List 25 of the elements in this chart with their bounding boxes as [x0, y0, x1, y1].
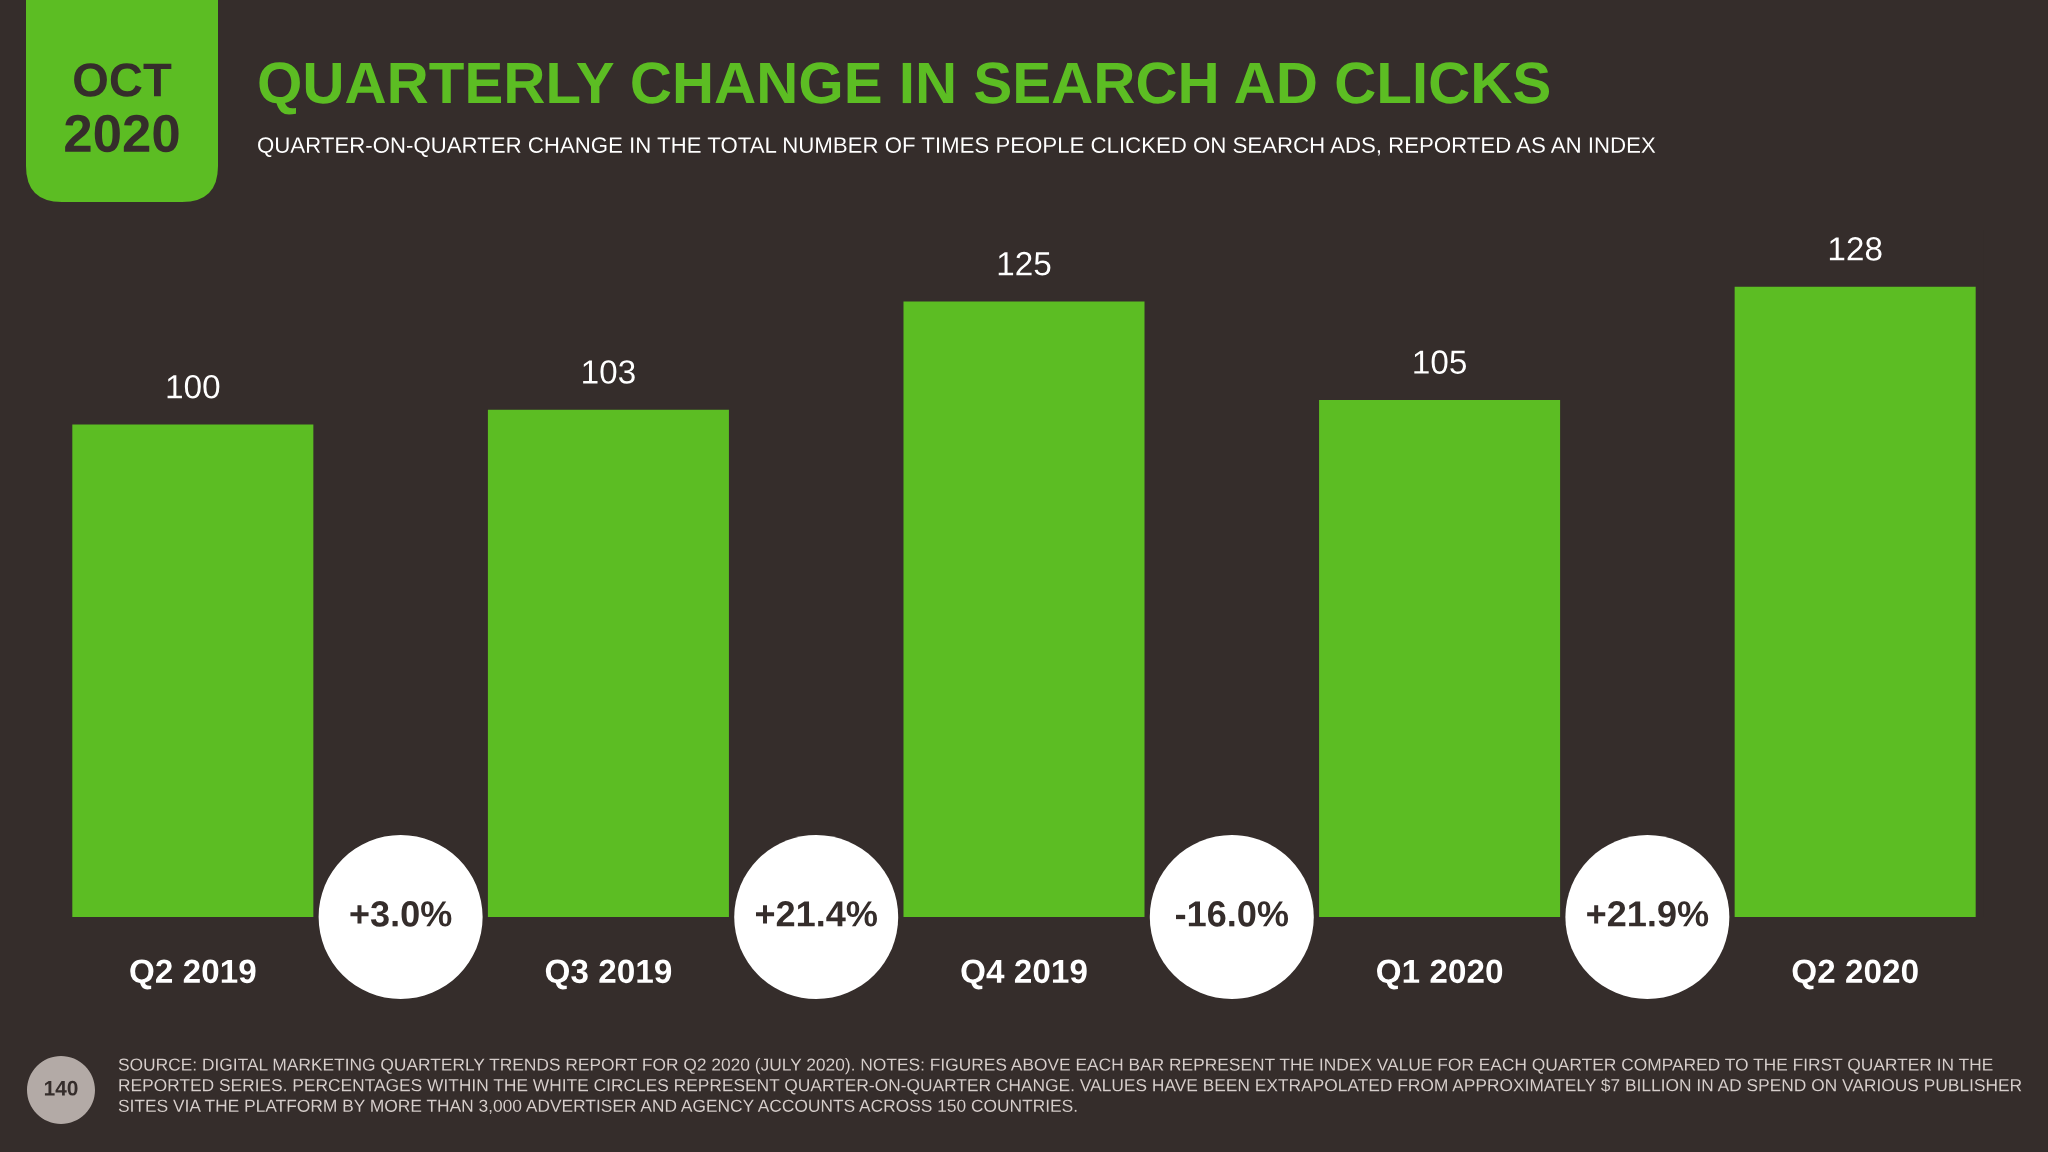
annotation: -16.0% [1176, 901, 1289, 927]
x-tick-label: Q4 2019 [961, 959, 1087, 990]
data-label: 128 [1829, 237, 1882, 261]
data-label: 103 [583, 360, 635, 384]
data-label: 100 [167, 374, 220, 399]
annotation: +21.4% [755, 901, 877, 927]
text: OCT [74, 63, 172, 97]
text: 2020 [65, 114, 179, 153]
bar [72, 424, 314, 917]
source-note: SOURCE: DIGITAL MARKETING QUARTERLY TRENDS REPORT FOR Q2 2020 (JULY 2020). NOTES: FIGURES ABOVE EACH BAR REPRESENT THE INDEX VALUE FOR EACH QUARTER COMPARED TO THE FIRST QUARTER IN THE REPORTED SERIES. PERCENTAGES WITHIN THE WHITE CIRCLES REPRESENT QUARTER-ON-QUARTER CHANGE. VALUES HAVE BEEN EXTRAPOLATED FROM APPROXIMATELY $7 BILLION IN AD SPEND ON VARIOUS PUBLISHER SITES VIA THE PLATFORM BY MORE THAN 3,000 ADVERTISER AND AGENCY ACCOUNTS ACROSS 150 COUNTRIES. [118, 1058, 2022, 1114]
annotation: +21.9% [1587, 901, 1709, 927]
chart-subtitle: QUARTER-ON-QUARTER CHANGE IN THE TOTAL NUMBER OF TIMES PEOPLE CLICKED ON SEARCH ADS, REPORTED AS AN INDEX [258, 137, 1656, 157]
chart-title: QUARTERLY CHANGE IN SEARCH AD CLICKS [259, 62, 1550, 115]
data-label: 105 [1414, 350, 1466, 374]
x-tick-label: Q1 2020 [1377, 959, 1503, 990]
bar [1319, 399, 1561, 917]
text: 140 [44, 1080, 78, 1096]
x-tick-label: Q2 2019 [130, 959, 256, 990]
data-label: 125 [998, 251, 1051, 276]
bar [487, 409, 729, 917]
x-tick-label: Q3 2019 [545, 959, 672, 990]
x-tick-label: Q2 2020 [1792, 959, 1918, 990]
bar [903, 301, 1145, 917]
annotation: +3.0% [350, 901, 452, 927]
bar [1734, 286, 1976, 917]
